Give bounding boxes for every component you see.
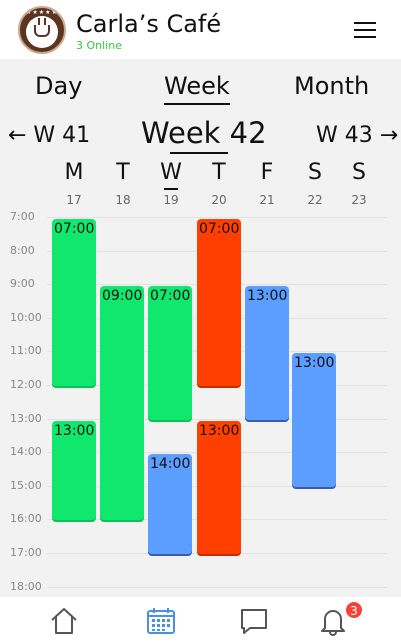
shift-event[interactable]: 13:00 bbox=[245, 286, 289, 420]
home-icon[interactable] bbox=[48, 605, 80, 637]
bell-icon[interactable] bbox=[317, 605, 349, 637]
bottom-nav bbox=[0, 597, 401, 643]
hour-label: 18:00 bbox=[10, 579, 42, 593]
shift-event[interactable]: 14:00 bbox=[148, 454, 192, 554]
day-date-4: 21 bbox=[259, 193, 275, 207]
week-title-underline bbox=[170, 152, 228, 154]
hour-label: 8:00 bbox=[10, 243, 35, 257]
coffee-cup-icon bbox=[26, 16, 58, 48]
day-letter-4[interactable]: F bbox=[260, 160, 274, 185]
shift-event[interactable]: 07:00 bbox=[197, 219, 241, 386]
hour-label: 16:00 bbox=[10, 512, 42, 526]
calendar-icon[interactable] bbox=[145, 605, 177, 637]
chat-icon[interactable] bbox=[238, 605, 270, 637]
app-title: Carla’s Café bbox=[76, 10, 222, 38]
hour-gridline bbox=[47, 418, 387, 420]
day-date-0: 17 bbox=[66, 193, 82, 207]
hour-label: 7:00 bbox=[10, 210, 35, 223]
hour-gridline bbox=[47, 586, 387, 588]
shift-event[interactable]: 13:00 bbox=[197, 420, 241, 554]
hour-gridline bbox=[47, 217, 387, 218]
day-date-2: 19 bbox=[163, 193, 179, 207]
day-date-6: 23 bbox=[351, 193, 367, 207]
online-status: 3 Online bbox=[76, 39, 122, 52]
app-header: ★★★★★ Carla’s Café 3 Online bbox=[0, 0, 401, 59]
day-date-1: 18 bbox=[115, 193, 131, 207]
day-letter-5[interactable]: S bbox=[308, 160, 322, 185]
previous-week-button[interactable]: ← W 41 bbox=[8, 123, 91, 148]
day-letter-1[interactable]: T bbox=[116, 160, 130, 185]
shift-event[interactable]: 07:00 bbox=[52, 219, 96, 386]
shift-event[interactable]: 07:00 bbox=[148, 286, 192, 420]
week-title: Week 42 bbox=[141, 116, 267, 150]
tab-day[interactable]: Day bbox=[35, 72, 83, 100]
tab-week[interactable]: Week bbox=[164, 72, 230, 105]
hour-label: 12:00 bbox=[10, 378, 42, 391]
day-letter-3[interactable]: T bbox=[212, 160, 226, 185]
day-letter-6[interactable]: S bbox=[352, 160, 366, 185]
logo-stars: ★★★★★ bbox=[26, 9, 58, 16]
hour-label: 11:00 bbox=[10, 344, 42, 358]
hour-label: 15:00 bbox=[10, 478, 42, 492]
day-date-5: 22 bbox=[307, 193, 323, 207]
next-week-button[interactable]: W 43 → bbox=[316, 123, 399, 148]
hour-label: 17:00 bbox=[10, 546, 42, 559]
hour-label: 10:00 bbox=[10, 310, 42, 324]
day-letter-0[interactable]: M bbox=[64, 160, 84, 185]
shift-event[interactable]: 13:00 bbox=[52, 420, 96, 521]
shift-event[interactable]: 13:00 bbox=[292, 353, 336, 487]
hour-label: 9:00 bbox=[10, 277, 35, 291]
notification-badge: 3 bbox=[345, 601, 363, 619]
hour-label: 14:00 bbox=[10, 445, 42, 459]
day-letter-2[interactable]: W bbox=[156, 159, 186, 190]
hamburger-menu-icon[interactable] bbox=[354, 20, 378, 40]
shift-event[interactable]: 09:00 bbox=[100, 286, 144, 521]
tab-month[interactable]: Month bbox=[294, 72, 370, 100]
cafe-logo: ★★★★★ bbox=[18, 6, 66, 54]
day-date-3: 20 bbox=[211, 193, 227, 207]
hour-label: 13:00 bbox=[10, 411, 42, 425]
